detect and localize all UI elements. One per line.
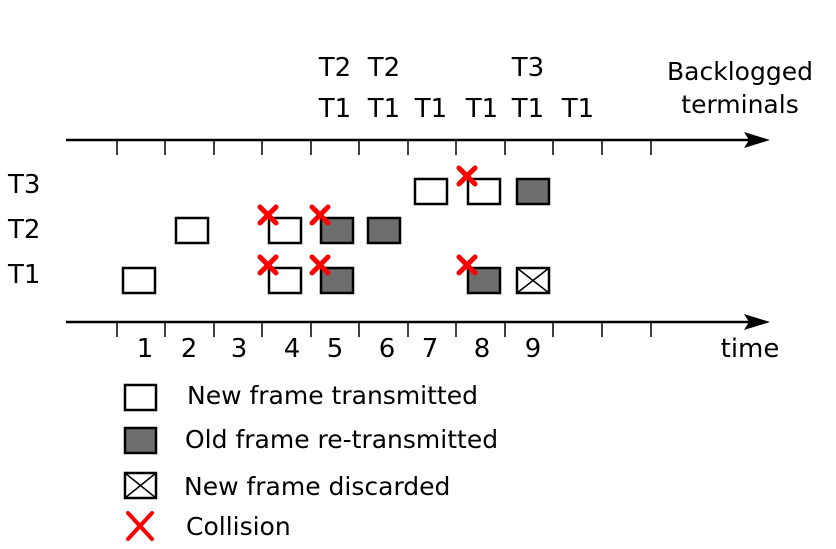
collision-mark [456,254,478,276]
backlog-label: T1 [511,94,544,124]
frames [121,165,551,295]
legend-item-discarded-frame: New frame discarded [123,471,450,501]
time-axis-ticks [116,322,652,337]
frame-t3-slot-8 [456,165,502,206]
slot-number: 3 [231,334,248,364]
frame-t3-slot-9 [515,177,551,206]
slot-number: 8 [474,334,491,364]
discarded-frame-icon [123,471,158,500]
backlog-label: T1 [561,94,594,124]
backlog-label: T2 [367,53,400,83]
frame-t2-slot-2 [174,216,210,245]
discard-cross-line [516,267,550,294]
collision-mark [309,254,331,276]
frame-t2-slot-5 [309,204,355,245]
terminal-label-t2: T2 [7,215,40,245]
slot-number: 4 [284,334,301,364]
top-timeline [66,132,770,155]
legend-label: Old frame re-transmitted [185,425,498,454]
legend-item-old-frame: Old frame re-transmitted [123,425,498,455]
legend-label: Collision [186,512,291,541]
collision-mark [456,165,478,187]
backlog-label: T1 [318,94,351,124]
collision-mark [257,254,279,276]
backlog-label: T1 [367,94,400,124]
new-frame-icon [123,383,158,412]
slot-number: 6 [379,334,396,364]
frame-t2-slot-4 [257,204,303,245]
old-frame-icon [123,426,158,455]
collision-mark [309,204,331,226]
slot-number: 5 [327,334,344,364]
new-frame-box [413,177,449,206]
time-axis-arrowhead [744,314,770,330]
backlog-label: T1 [414,94,447,124]
backlog-title-line2: terminals [681,90,798,119]
backlog-title-line1: Backlogged [667,57,813,86]
slot-number: 1 [137,334,154,364]
legend-item-collision: Collision [126,511,291,541]
slot-number: 2 [181,334,198,364]
frame-t1-slot-9 [515,266,551,295]
collision-mark [257,204,279,226]
slot-number: 9 [525,334,542,364]
legend-label: New frame discarded [184,472,450,501]
frame-t3-slot-7 [413,177,449,206]
terminal-label-t3: T3 [7,170,40,200]
new-frame-box [121,266,157,295]
frame-t1-slot-4 [257,254,303,295]
backlog-upper-row: T2 T2 T3 [318,53,544,83]
terminal-label-t1: T1 [7,260,40,290]
backlog-label: T3 [511,53,544,83]
old-frame-box [515,177,551,206]
frame-t1-slot-8 [456,254,502,295]
top-axis-ticks [116,140,652,155]
frame-t1-slot-5 [309,254,355,295]
time-axis-label: time [721,334,780,364]
terminal-labels: T3 T2 T1 [7,170,40,290]
new-frame-box [174,216,210,245]
top-axis-arrowhead [744,132,770,148]
backlog-label: T2 [318,53,351,83]
slot-number: 7 [422,334,439,364]
time-axis: 1 2 3 4 5 6 7 8 9 time [66,314,779,364]
frame-t2-slot-6 [366,216,402,245]
legend-label: New frame transmitted [187,381,478,410]
backlog-lower-row: T1 T1 T1 T1 T1 T1 [318,94,594,124]
frame-t1-slot-1 [121,266,157,295]
old-frame-box [366,216,402,245]
new-frame-box [267,266,303,295]
slot-numbers: 1 2 3 4 5 6 7 8 9 [137,334,542,364]
backlog-label: T1 [465,94,498,124]
collision-icon [126,511,154,541]
legend-item-new-frame: New frame transmitted [123,381,478,412]
legend: New frame transmitted Old frame re-trans… [123,381,498,541]
